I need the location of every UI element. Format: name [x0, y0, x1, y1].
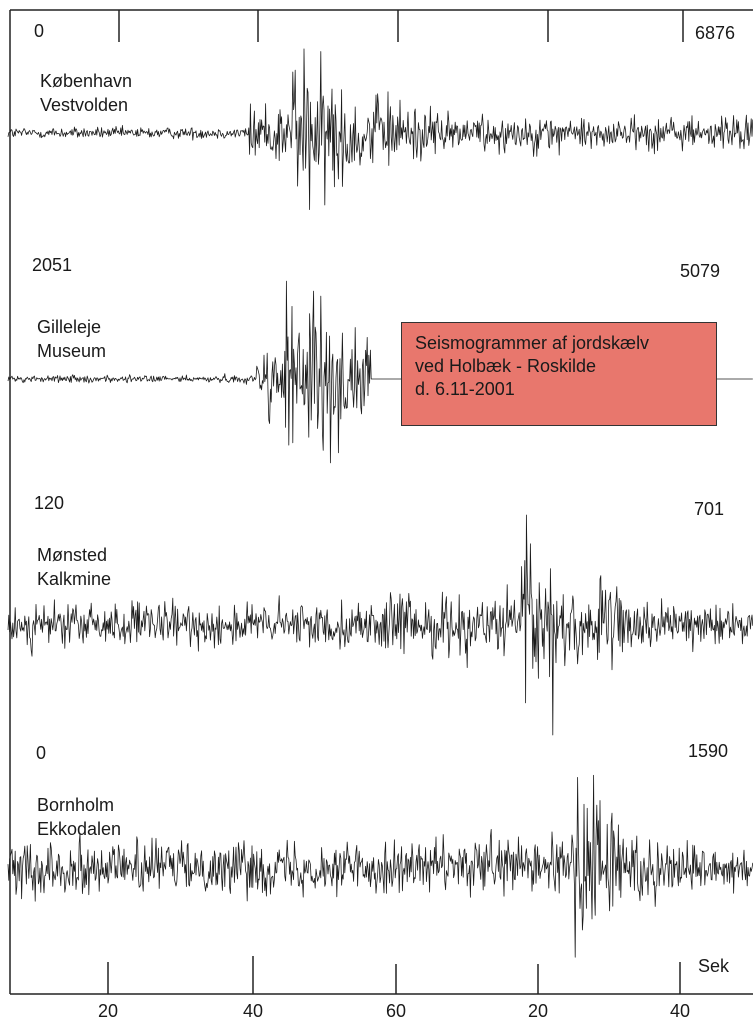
- trace-4-station-site: Ekkodalen: [37, 819, 122, 839]
- trace-2-left-label: 2051: [32, 255, 73, 275]
- x-tick-label-5: 40: [670, 1001, 690, 1019]
- title-callout-line-3: d. 6.11-2001: [415, 379, 515, 399]
- trace-3-station-name: Mønsted: [37, 545, 108, 565]
- trace-2-station-site: Museum: [37, 341, 107, 361]
- trace-3-right-label: 701: [694, 499, 725, 519]
- seismogram-trace-4: [7, 774, 753, 958]
- trace-1-left-label: 0: [34, 21, 45, 41]
- x-axis-unit-label: Sek: [698, 956, 730, 976]
- bottom-ticks: 20 40 60 20 40: [98, 956, 690, 1019]
- trace-1-station-name: København: [40, 71, 133, 91]
- plot-frame: [9, 9, 753, 995]
- x-tick-label-2: 40: [243, 1001, 263, 1019]
- x-tick-label-4: 20: [528, 1001, 548, 1019]
- trace-3-station-site: Kalkmine: [37, 569, 112, 589]
- seismogram-trace-3: [7, 514, 753, 736]
- title-callout-line-1: Seismogrammer af jordskælv: [415, 333, 650, 353]
- title-callout-line-2: ved Holbæk - Roskilde: [415, 356, 597, 376]
- trace-2-station-name: Gilleleje: [37, 317, 102, 337]
- title-callout-box: Seismogrammer af jordskælv ved Holbæk - …: [401, 322, 717, 426]
- x-tick-label-3: 60: [386, 1001, 406, 1019]
- trace-2-right-label: 5079: [680, 261, 721, 281]
- trace-1-right-label: 6876: [695, 23, 736, 43]
- trace-1-station-site: Vestvolden: [40, 95, 129, 115]
- x-tick-label-1: 20: [98, 1001, 118, 1019]
- trace-4-station-name: Bornholm: [37, 795, 115, 815]
- top-ticks: [118, 10, 684, 42]
- trace-4-left-label: 0: [36, 743, 47, 763]
- seismogram-trace-1: [7, 48, 753, 210]
- trace-3-left-label: 120: [34, 493, 65, 513]
- trace-4-right-label: 1590: [688, 741, 729, 761]
